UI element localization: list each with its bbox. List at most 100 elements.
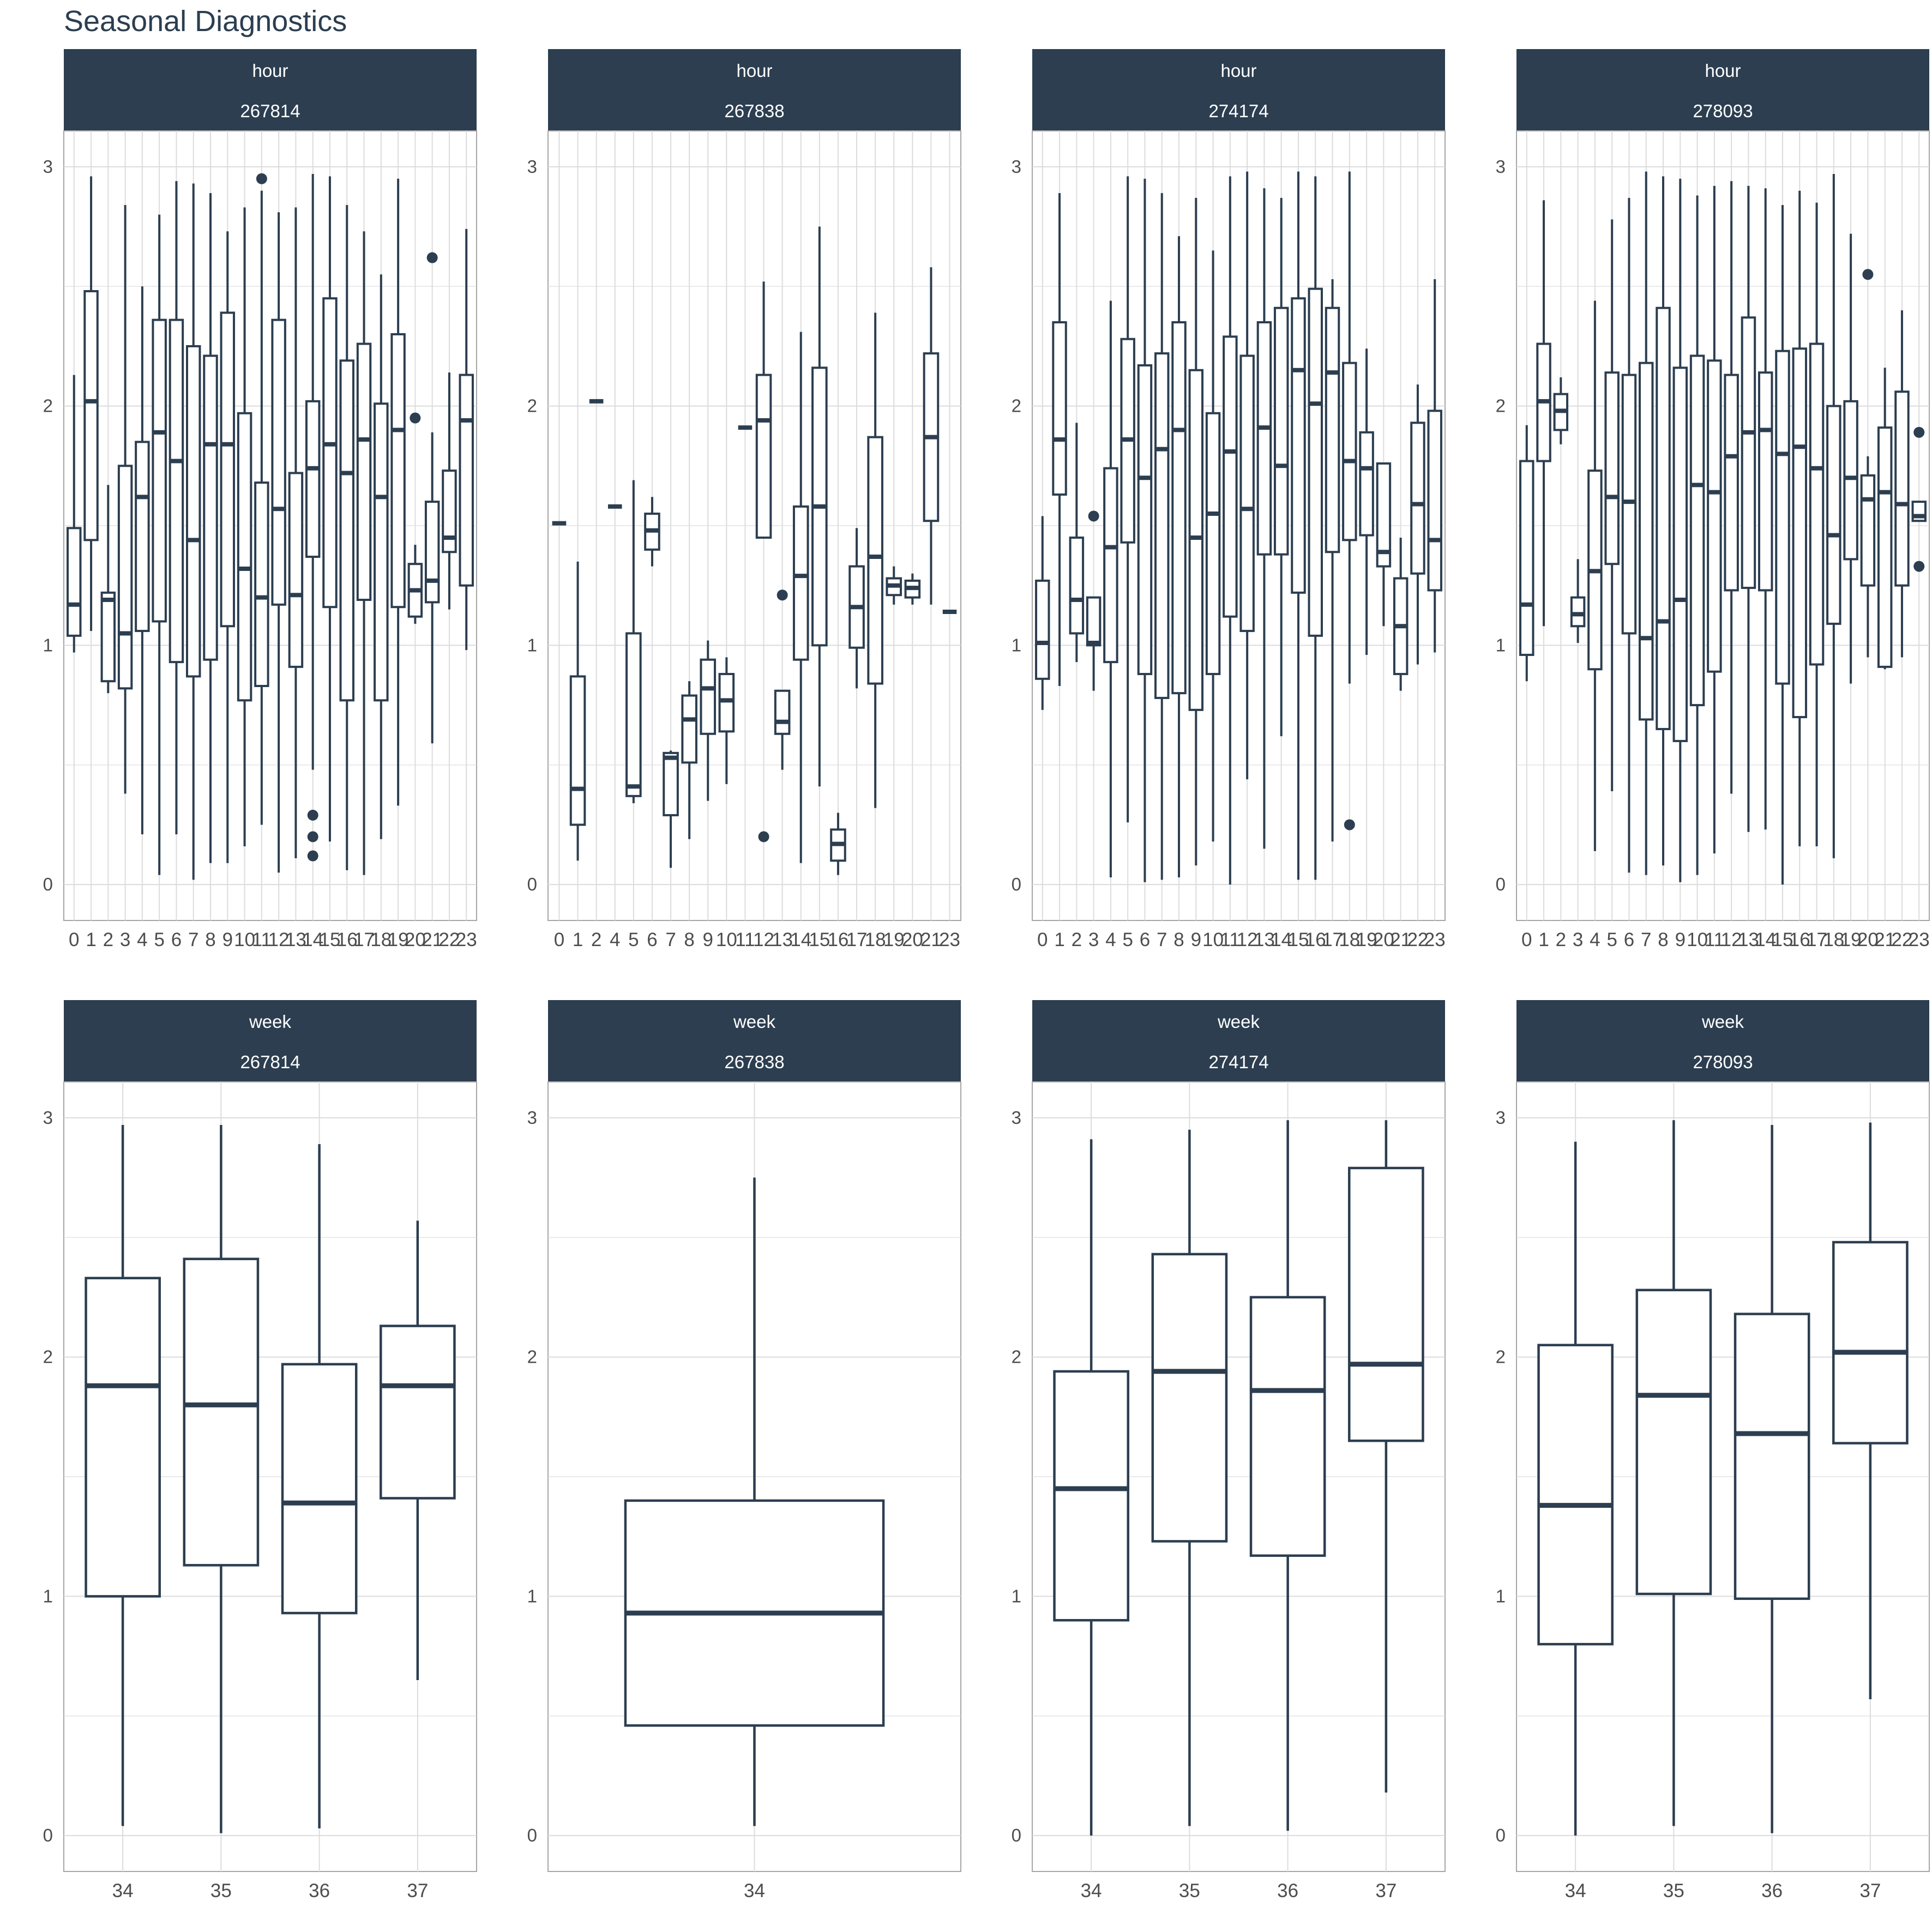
x-tick-label: 12 [753, 929, 774, 950]
box-20 [1860, 269, 1876, 658]
x-tick-label: 17 [1806, 929, 1827, 950]
box-iqr [1621, 374, 1637, 635]
box-34 [1053, 1139, 1129, 1836]
box-35 [183, 1124, 260, 1833]
box-13 [288, 207, 304, 858]
box-iqr [288, 472, 304, 668]
box-iqr [220, 311, 236, 628]
box-iqr [867, 436, 883, 685]
box-7 [186, 183, 201, 880]
strip-label-id: 274174 [1208, 101, 1268, 121]
box-7 [1639, 171, 1654, 875]
y-tick-label: 1 [43, 1586, 53, 1606]
box-1 [1536, 200, 1551, 627]
box-6 [1137, 178, 1153, 882]
x-tick-label: 3 [120, 929, 130, 950]
box-iqr [1809, 342, 1825, 666]
box-4 [1587, 300, 1603, 851]
box-37 [1832, 1122, 1909, 1700]
x-tick-label: 20 [405, 929, 426, 950]
box-iqr [1672, 366, 1688, 742]
box-22 [442, 372, 457, 610]
box-12 [1724, 181, 1739, 794]
box-iqr [1877, 426, 1893, 668]
box-20 [904, 573, 921, 605]
y-tick-label: 3 [1496, 157, 1506, 177]
box-2 [100, 485, 116, 694]
box-5 [625, 480, 642, 803]
x-tick-label: 23 [1424, 929, 1446, 950]
strip-label-id: 267838 [724, 101, 784, 121]
strip-background [1516, 49, 1929, 131]
x-tick-label: 12 [1721, 929, 1742, 950]
x-tick-label: 6 [1140, 929, 1150, 950]
x-tick-label: 3 [1573, 929, 1583, 950]
x-tick-label: 23 [939, 929, 960, 950]
x-tick-label: 21 [920, 929, 942, 950]
y-tick-label: 1 [43, 635, 53, 655]
box-iqr [117, 465, 133, 690]
x-tick-label: 12 [1237, 929, 1258, 950]
box-34 [85, 1124, 161, 1826]
box-iqr [100, 591, 116, 683]
x-tick-label: 14 [1271, 929, 1292, 950]
box-21 [1393, 537, 1409, 691]
x-tick-label: 6 [647, 929, 657, 950]
box-iqr [1537, 1344, 1614, 1646]
box-iqr [1826, 405, 1841, 625]
y-tick-label: 1 [1496, 1586, 1506, 1606]
x-tick-label: 1 [573, 929, 583, 950]
x-tick-label: 21 [1874, 929, 1895, 950]
box-iqr [1348, 1166, 1424, 1442]
outlier-point [1913, 426, 1925, 438]
box-iqr [1137, 364, 1153, 676]
box-20 [1376, 462, 1392, 627]
y-tick-label: 1 [1012, 635, 1021, 655]
y-tick-label: 2 [1012, 396, 1021, 416]
box-7 [1154, 193, 1170, 880]
y-tick-label: 0 [527, 1825, 537, 1845]
x-tick-label: 35 [210, 1880, 232, 1901]
x-tick-label: 17 [846, 929, 868, 950]
x-tick-label: 8 [684, 929, 694, 950]
box-22 [1410, 384, 1425, 665]
outlier-point [777, 589, 788, 601]
box-iqr [254, 482, 269, 687]
x-tick-label: 8 [1658, 929, 1668, 950]
y-tick-label: 2 [1496, 396, 1506, 416]
x-tick-label: 0 [554, 929, 564, 950]
box-19 [886, 566, 902, 605]
x-tick-label: 18 [1339, 929, 1360, 950]
x-tick-label: 16 [1789, 929, 1810, 950]
x-tick-label: 2 [1556, 929, 1566, 950]
box-iqr [755, 374, 772, 539]
box-iqr [1256, 321, 1272, 556]
x-tick-label: 7 [1641, 929, 1651, 950]
y-tick-label: 3 [1496, 1108, 1506, 1128]
x-tick-label: 16 [336, 929, 358, 950]
box-iqr [1427, 410, 1442, 592]
box-37 [380, 1220, 456, 1680]
box-2 [1069, 423, 1085, 663]
x-tick-label: 13 [285, 929, 306, 950]
box-16 [339, 205, 354, 870]
box-14 [1273, 197, 1289, 737]
box-iqr [1086, 596, 1102, 647]
x-tick-label: 12 [268, 929, 290, 950]
box-9 [220, 231, 236, 863]
x-tick-label: 1 [1538, 929, 1549, 950]
box-12 [271, 212, 286, 873]
box-iqr [424, 501, 440, 604]
x-tick-label: 19 [388, 929, 409, 950]
strip-label-id: 267814 [240, 101, 300, 121]
x-tick-label: 5 [1122, 929, 1133, 950]
strip-label-feature: week [1217, 1012, 1260, 1032]
box-iqr [356, 342, 372, 601]
box-0 [1035, 516, 1050, 710]
x-tick-label: 4 [1105, 929, 1116, 950]
box-iqr [1053, 1370, 1129, 1622]
x-tick-label: 9 [1675, 929, 1686, 950]
box-iqr [1376, 462, 1392, 568]
outlier-point [307, 831, 318, 842]
